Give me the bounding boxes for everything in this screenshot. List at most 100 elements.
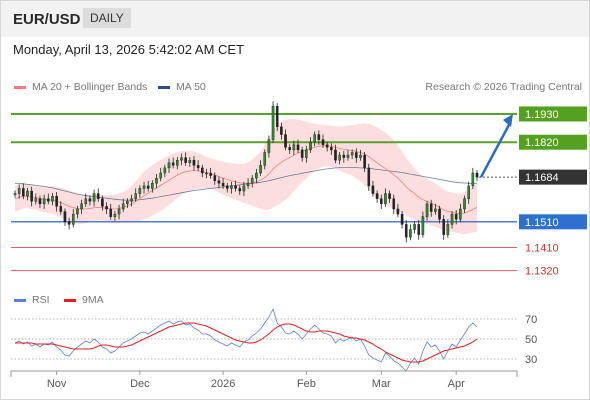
- candle: [105, 202, 108, 215]
- candle: [367, 163, 371, 191]
- candle-body: [400, 213, 404, 225]
- candle: [151, 180, 154, 193]
- candle: [300, 146, 304, 162]
- candle: [350, 149, 354, 160]
- candle: [296, 139, 300, 153]
- candle: [375, 190, 379, 203]
- candle: [46, 193, 50, 205]
- candle: [192, 156, 196, 171]
- candle-body: [300, 149, 304, 158]
- candle-body: [67, 221, 71, 225]
- candle: [429, 199, 433, 217]
- candle: [342, 150, 346, 163]
- candle-body: [155, 177, 158, 184]
- candle: [55, 192, 58, 212]
- candle: [371, 180, 375, 197]
- candle-body: [330, 147, 333, 151]
- candle-body: [159, 172, 162, 179]
- rsi-tick-50: 50: [525, 334, 537, 346]
- header-bar: EUR/USD DAILY: [1, 1, 589, 37]
- candle-body: [388, 193, 391, 199]
- candle-body: [209, 172, 212, 176]
- candle: [471, 167, 475, 189]
- candle: [92, 189, 96, 207]
- candle: [71, 208, 75, 228]
- candle: [180, 153, 183, 166]
- candle-body: [217, 180, 221, 184]
- rsi-tick-30: 30: [525, 354, 537, 366]
- candle-body: [442, 219, 446, 235]
- legend-ma9: 9MA: [64, 294, 104, 306]
- candle-body: [26, 190, 29, 197]
- candle: [475, 169, 479, 182]
- candle: [325, 141, 329, 152]
- candle-body: [467, 185, 470, 199]
- candle: [217, 176, 221, 189]
- candle-body: [454, 213, 458, 220]
- level-label-1.1320: 1.1320: [525, 266, 559, 278]
- candle-body: [22, 188, 25, 197]
- level-label-1.1510: 1.1510: [525, 217, 559, 229]
- candle: [38, 195, 42, 208]
- candle-body: [225, 185, 229, 189]
- candle-body: [288, 147, 292, 151]
- candle-body: [446, 224, 450, 235]
- candle: [138, 185, 142, 198]
- candle: [67, 217, 71, 230]
- candle: [330, 143, 333, 156]
- candle: [413, 221, 416, 234]
- candle-body: [101, 198, 104, 207]
- candle: [454, 210, 458, 225]
- candle: [442, 215, 446, 240]
- candle: [379, 194, 383, 209]
- candle-body: [84, 198, 88, 205]
- candle-body: [463, 198, 466, 210]
- candle-body: [51, 195, 54, 202]
- candle: [126, 198, 129, 208]
- candle: [30, 186, 33, 207]
- candle-body: [379, 198, 383, 205]
- candle-body: [205, 172, 208, 175]
- candle-body: [255, 172, 258, 179]
- period-button[interactable]: DAILY: [83, 8, 131, 28]
- candle-body: [404, 224, 408, 238]
- candle-body: [17, 188, 21, 194]
- level-label-box-1.1510: [519, 214, 587, 230]
- candle: [392, 194, 396, 215]
- candle: [409, 224, 412, 241]
- candle-body: [221, 183, 225, 187]
- candle-body: [213, 175, 217, 181]
- x-tick-label: Feb: [297, 378, 316, 390]
- candle-body: [130, 198, 133, 202]
- candle: [421, 211, 425, 238]
- candle-body: [342, 154, 346, 158]
- candle-body: [34, 198, 38, 202]
- candle: [109, 203, 113, 220]
- candle: [26, 187, 29, 201]
- candle-body: [284, 134, 287, 148]
- candle-body: [309, 142, 312, 151]
- candle: [76, 205, 79, 219]
- candle: [80, 199, 83, 215]
- candle: [13, 190, 17, 198]
- candle-body: [296, 144, 300, 151]
- candle-body: [350, 152, 354, 156]
- candle-body: [121, 203, 125, 210]
- candle-body: [438, 208, 441, 220]
- candle-body: [176, 159, 179, 166]
- candle-body: [396, 208, 400, 215]
- candle-body: [450, 213, 454, 225]
- candle: [255, 168, 258, 184]
- candle: [59, 201, 63, 215]
- x-tick-label: Dec: [130, 378, 150, 390]
- candle: [88, 195, 92, 206]
- rsi-swatch: [14, 298, 26, 302]
- candle: [284, 129, 287, 151]
- candle: [42, 194, 46, 209]
- level-label-1.1820: 1.1820: [525, 137, 559, 149]
- candle: [467, 181, 470, 204]
- rsi-panel: 70 50 30: [11, 307, 537, 372]
- candle: [292, 140, 296, 156]
- candle-body: [46, 198, 50, 202]
